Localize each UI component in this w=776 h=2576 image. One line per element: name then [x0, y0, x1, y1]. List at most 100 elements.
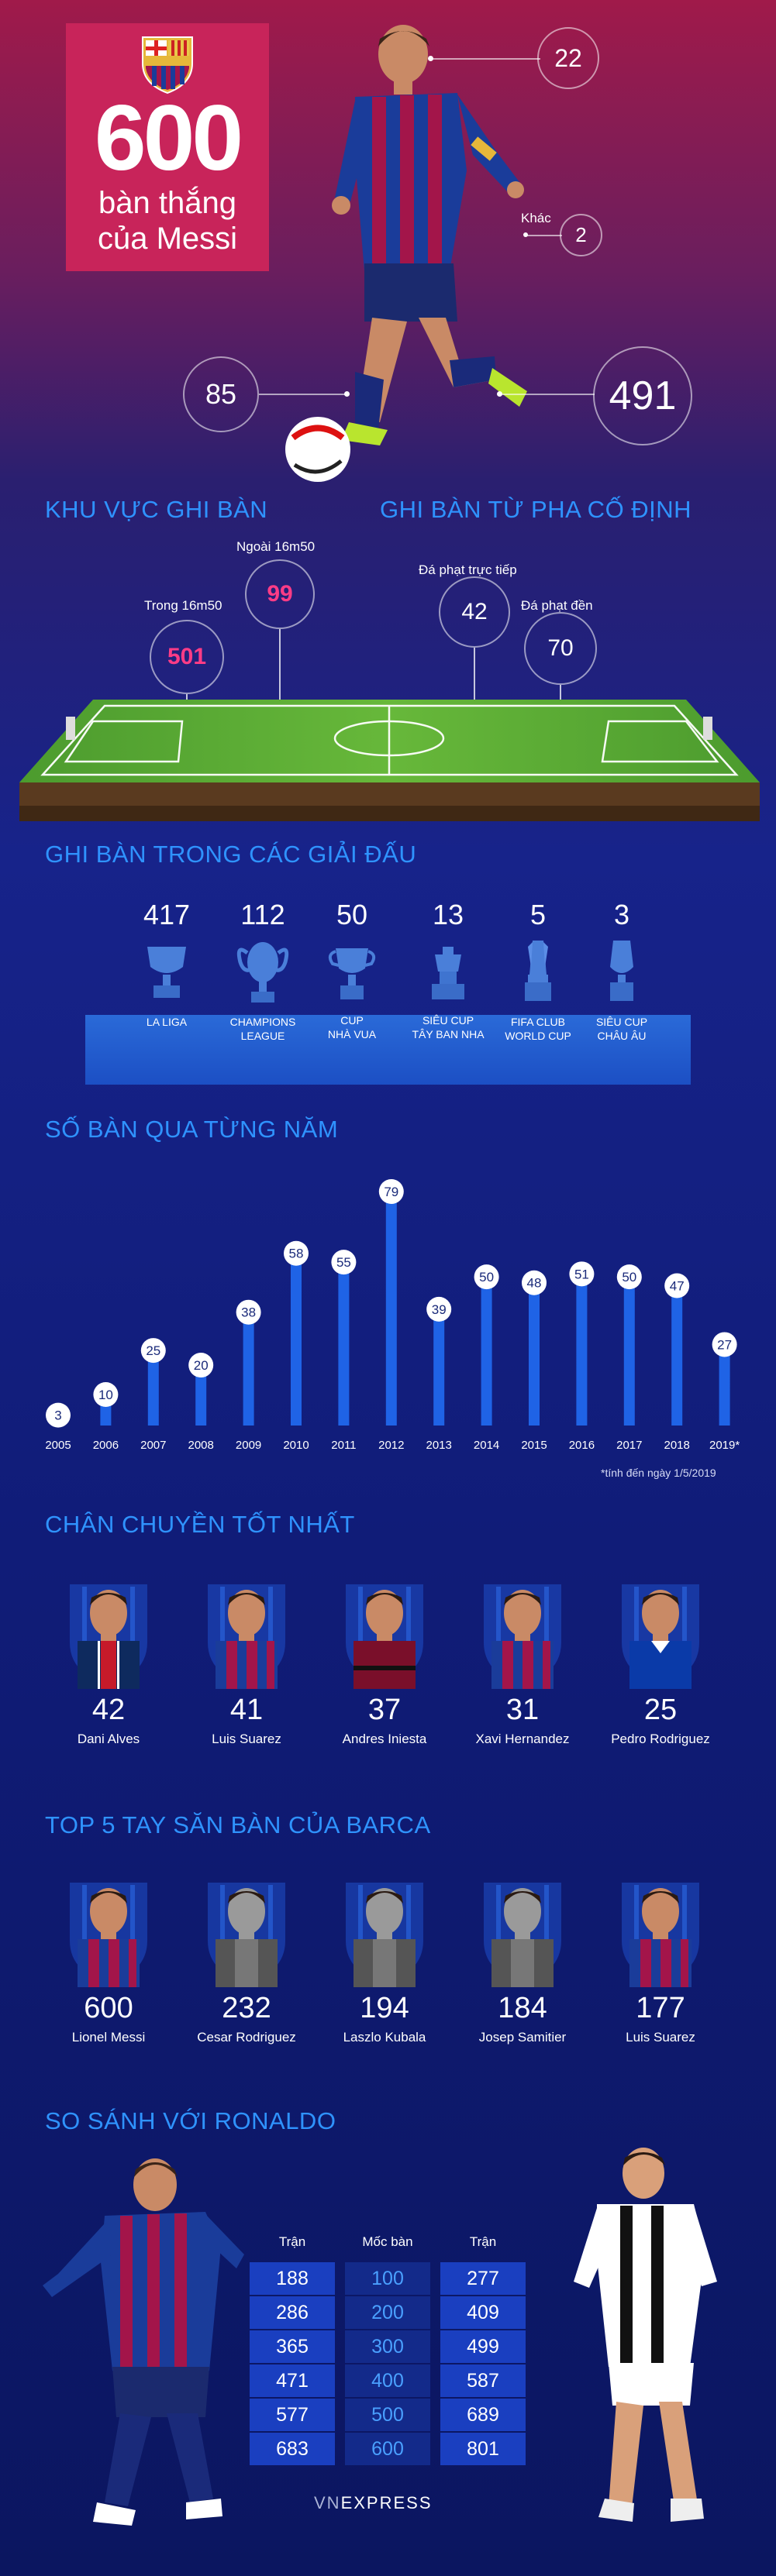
trophy-name-2: NHÀ VUA: [327, 1027, 377, 1040]
bar-label-bubble: [569, 1261, 595, 1287]
section-title-area: KHU VỰC GHI BÀN: [45, 496, 268, 523]
ronaldo-matches-cell: 587: [440, 2364, 526, 2397]
player-count: 41: [229, 1694, 264, 1726]
trophy-count: 3: [613, 899, 630, 930]
x-tick-label: 2016: [569, 1439, 595, 1452]
trophy-item-club-world-cup: 5 FIFA CLUB WORLD CUP: [491, 899, 585, 1043]
trophy-name: CUP: [340, 1014, 364, 1027]
bar-label-bubble: [331, 1250, 357, 1275]
trophy-name: CHAMPIONS: [229, 1016, 296, 1028]
logo-part-a: VN: [314, 2493, 341, 2512]
bar-value-label: 51: [574, 1267, 589, 1281]
comparison-row: 683 600 801: [250, 2433, 526, 2465]
player-name: Cesar Rodriguez: [197, 2030, 296, 2045]
connector-dot-top: [428, 56, 433, 61]
section-title-yearly: SỐ BÀN QUA TỪNG NĂM: [45, 1116, 339, 1143]
bar-value-label: 25: [146, 1343, 160, 1358]
fc-barcelona-crest-icon: [142, 36, 193, 95]
hero-subtitle-line1: bàn thắng: [98, 186, 236, 220]
bar-2016: [576, 1275, 588, 1426]
bar-value-label: 55: [336, 1255, 351, 1270]
messi-matches-cell: 286: [250, 2296, 335, 2329]
bar-label-bubble: [188, 1353, 214, 1378]
col-head-ronaldo-matches: Trận: [469, 2234, 497, 2249]
connector-dot-right: [497, 391, 502, 397]
connector-dot-other: [523, 232, 528, 237]
x-tick-label: 2015: [521, 1439, 547, 1452]
trophy-item-champions-league: 112 CHAMPIONS LEAGUE: [216, 899, 309, 1043]
player-count: 184: [498, 1992, 547, 2024]
section-title-tournaments: GHI BÀN TRONG CÁC GIẢI ĐẤU: [45, 841, 417, 868]
player-card: 232 Cesar Rodriguez: [188, 1871, 305, 2045]
x-tick-label: 2009: [236, 1439, 261, 1452]
messi-matches-cell: 188: [250, 2262, 335, 2295]
trophy-item-copa-del-rey: 50 CUP NHÀ VUA: [305, 899, 398, 1041]
bar-value-label: 50: [479, 1270, 494, 1285]
trophy-count: 112: [240, 899, 285, 930]
x-tick-label: 2011: [331, 1439, 356, 1452]
hero-section: 600 bàn thắng của Messi 22 Khác 2 85: [0, 0, 776, 496]
player-card: 194 Laszlo Kubala: [326, 1871, 443, 2045]
bar-value-label: 39: [432, 1302, 447, 1317]
player-photo-icon: [468, 1573, 577, 1689]
player-count: 42: [91, 1694, 126, 1726]
section-title-assists: CHÂN CHUYỀN TỐT NHẤT: [45, 1511, 355, 1538]
bar-value-label: 10: [98, 1388, 113, 1402]
bar-2012: [385, 1193, 397, 1426]
bar-label-bubble: [426, 1296, 452, 1322]
player-photo-icon: [54, 1871, 163, 1987]
penalty-value: 70: [524, 612, 597, 685]
x-tick-label: 2012: [378, 1439, 404, 1452]
section-title-set-piece: GHI BÀN TỪ PHA CỐ ĐỊNH: [380, 496, 692, 523]
bar-label-bubble: [712, 1332, 737, 1357]
section-title-top5: TOP 5 TAY SĂN BÀN CỦA BARCA: [45, 1811, 431, 1838]
messi-matches-cell: 683: [250, 2433, 335, 2465]
bar-value-label: 47: [670, 1279, 685, 1294]
bar-2007: [147, 1352, 159, 1426]
player-card: 42 Dani Alves: [50, 1573, 167, 1747]
free-kick-value: 42: [439, 576, 510, 648]
milestone-cell: 200: [345, 2296, 430, 2329]
connector-line-other: [527, 235, 562, 236]
hero-subtitle-line2: của Messi: [97, 222, 238, 256]
x-tick-label: 2010: [283, 1439, 309, 1452]
champions-league-trophy-icon: [236, 942, 289, 1003]
bar-value-label: 38: [241, 1305, 256, 1320]
player-name: Dani Alves: [77, 1732, 140, 1746]
outside-box-value: 99: [245, 559, 315, 629]
bar-label-bubble: [284, 1240, 309, 1266]
player-photo-icon: [192, 1573, 301, 1689]
bar-2014: [481, 1278, 492, 1426]
bar-value-label: 27: [717, 1337, 732, 1352]
x-tick-label: 2008: [188, 1439, 214, 1452]
messi-figure-illustration: [43, 2158, 244, 2526]
inside-box-label: Trong 16m50: [144, 598, 222, 613]
chart-footnote: *tính đến ngày 1/5/2019: [601, 1467, 716, 1479]
player-name: Laszlo Kubala: [343, 2030, 426, 2045]
trophy-count: 13: [432, 899, 464, 930]
player-photo-icon: [330, 1573, 439, 1689]
x-tick-label: 2017: [616, 1439, 642, 1452]
goals-per-year-chart: 3 2005 10 2006 25 2007 20 2008 38 2009 58 2010 55 201…: [45, 1179, 740, 1452]
bar-label-bubble: [236, 1299, 261, 1325]
bar-label-bubble: [522, 1270, 547, 1295]
trophy-name: LA LIGA: [146, 1016, 188, 1028]
x-tick-label: 2018: [664, 1439, 690, 1452]
bar-value-label: 3: [54, 1408, 61, 1423]
free-kick-pointer: [474, 648, 475, 741]
milestone-cell: 300: [345, 2330, 430, 2363]
uefa-super-cup-trophy-icon: [610, 941, 633, 1001]
trophy-item-super-cup: 3 SIÊU CUP CHÂU ÂU: [575, 899, 668, 1043]
comparison-row: 577 500 689: [250, 2399, 526, 2431]
vnexpress-logo: VNEXPRESS: [314, 2493, 433, 2513]
player-count: 177: [636, 1992, 685, 2024]
trophy-item-supercopa: 13 SIÊU CUP TÂY BAN NHA: [402, 899, 495, 1041]
messi-matches-cell: 471: [250, 2364, 335, 2397]
bar-2018: [671, 1287, 683, 1426]
player-photo-icon: [606, 1573, 715, 1689]
la-liga-trophy-icon: [147, 947, 186, 998]
bar-label-bubble: [616, 1264, 642, 1290]
player-photo-icon: [54, 1573, 163, 1689]
messi-matches-cell: 577: [250, 2399, 335, 2431]
bar-value-label: 79: [384, 1185, 398, 1199]
